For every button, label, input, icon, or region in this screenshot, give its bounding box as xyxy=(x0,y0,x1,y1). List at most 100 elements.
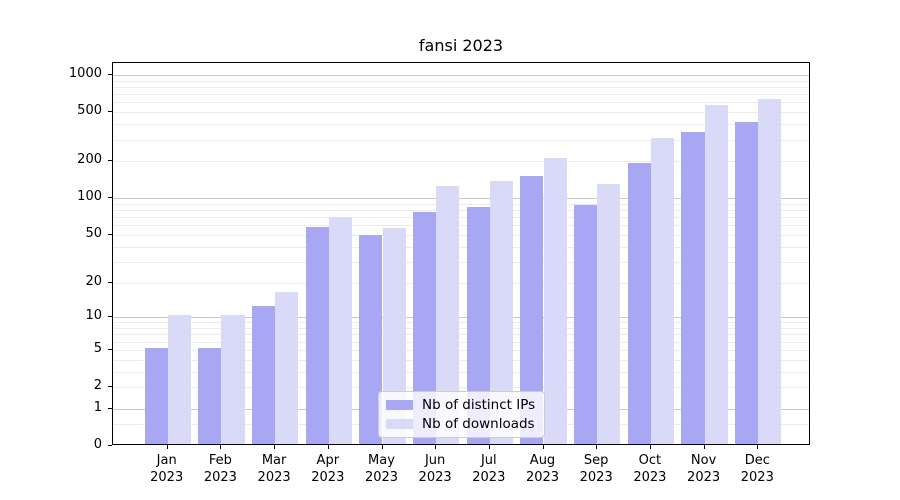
x-tick-label: Jun 2023 xyxy=(395,452,475,486)
x-tick-year: 2023 xyxy=(633,470,667,485)
y-tick-label: 200 xyxy=(77,152,102,168)
x-tick-month: Jul xyxy=(480,453,497,468)
x-tick-month: Aug xyxy=(529,453,556,468)
gridline-minor xyxy=(113,387,809,388)
x-tick-month: Mar xyxy=(261,453,287,468)
gridline-minor xyxy=(113,124,809,126)
gridline-minor xyxy=(113,282,809,284)
legend-row: Nb of distinct IPs xyxy=(386,397,536,413)
bar-downloads xyxy=(650,137,675,444)
x-tick-mark xyxy=(274,445,276,449)
legend-color-patch xyxy=(386,419,413,429)
bar-distinct-ips xyxy=(574,204,598,444)
x-tick-label: Jan 2023 xyxy=(127,452,207,486)
y-tick-label: 1000 xyxy=(68,66,102,81)
x-tick-mark xyxy=(649,445,651,449)
x-tick-month: Apr xyxy=(316,453,340,468)
gridline-major xyxy=(113,317,809,319)
bar-downloads xyxy=(221,315,245,444)
bar-downloads xyxy=(382,227,406,444)
x-tick-month: Oct xyxy=(638,453,662,468)
bar-downloads xyxy=(597,183,621,444)
bar-downloads xyxy=(758,99,782,444)
gridline-minor xyxy=(113,371,809,373)
x-tick-year: 2023 xyxy=(472,470,506,485)
x-tick-mark xyxy=(596,445,598,449)
x-tick-mark xyxy=(381,445,383,449)
x-tick-label: Nov 2023 xyxy=(664,452,744,486)
x-tick-month: Dec xyxy=(744,453,770,468)
x-tick-year: 2023 xyxy=(257,470,291,485)
x-tick-year: 2023 xyxy=(687,470,721,485)
x-tick-mark xyxy=(220,445,222,449)
bar-distinct-ips xyxy=(144,347,168,444)
x-tick-year: 2023 xyxy=(364,470,399,485)
gridline-major xyxy=(113,75,809,76)
y-tick-mark xyxy=(108,111,112,113)
gridline-minor xyxy=(113,261,809,263)
bar-distinct-ips xyxy=(627,163,651,444)
gridline-minor xyxy=(113,328,809,329)
x-tick-month: Jan xyxy=(156,453,177,468)
bar-distinct-ips xyxy=(359,235,383,444)
gridline-minor xyxy=(113,161,809,163)
gridline-minor xyxy=(113,112,809,114)
y-tick-label: 100 xyxy=(77,189,102,205)
bar-downloads xyxy=(275,291,299,444)
y-tick-mark xyxy=(108,281,112,283)
legend-color-patch xyxy=(386,400,413,410)
bar-distinct-ips xyxy=(198,347,222,444)
x-tick-year: 2023 xyxy=(418,470,452,485)
y-tick-mark xyxy=(108,160,112,162)
x-tick-year: 2023 xyxy=(525,470,560,485)
y-tick-mark xyxy=(108,197,112,199)
chart-title: fansi 2023 xyxy=(418,36,504,55)
bar-distinct-ips xyxy=(681,132,705,444)
legend-label: Nb of distinct IPs xyxy=(422,397,536,413)
bar-distinct-ips xyxy=(466,206,490,444)
y-tick-label: 10 xyxy=(85,308,102,324)
y-tick-label: 20 xyxy=(85,273,102,289)
bar-distinct-ips xyxy=(735,122,759,444)
bar-distinct-ips xyxy=(305,226,329,444)
legend-label: Nb of downloads xyxy=(422,416,535,432)
y-tick-label: 500 xyxy=(77,103,102,119)
gridline-minor xyxy=(113,225,809,227)
gridline-minor xyxy=(113,102,809,104)
x-tick-month: Nov xyxy=(690,453,717,468)
gridline-minor xyxy=(113,139,809,141)
y-tick-label: 5 xyxy=(93,340,102,356)
y-tick-mark xyxy=(108,233,112,235)
bar-distinct-ips xyxy=(520,175,544,444)
x-tick-year: 2023 xyxy=(203,470,237,485)
x-tick-label: Feb 2023 xyxy=(180,452,260,486)
x-tick-mark xyxy=(757,445,759,449)
gridline-minor xyxy=(113,86,809,88)
x-tick-year: 2023 xyxy=(150,470,184,485)
x-tick-month: Sep xyxy=(583,453,609,468)
gridline-minor xyxy=(113,246,809,248)
x-tick-label: Dec 2023 xyxy=(717,452,797,486)
x-tick-year: 2023 xyxy=(311,470,345,485)
bar-downloads xyxy=(704,105,728,444)
gridline-minor xyxy=(113,349,809,351)
x-tick-label: Oct 2023 xyxy=(610,452,690,486)
gridline-minor xyxy=(113,234,809,236)
x-tick-label: Aug 2023 xyxy=(503,452,583,486)
x-tick-month: May xyxy=(368,453,395,468)
bar-distinct-ips xyxy=(412,212,437,444)
gridline-minor xyxy=(113,341,809,343)
x-tick-label: Mar 2023 xyxy=(234,452,314,486)
y-tick-label: 2 xyxy=(93,378,102,393)
x-tick-mark xyxy=(488,445,490,449)
gridline-minor xyxy=(113,322,809,324)
x-tick-month: Jun xyxy=(424,453,446,468)
x-tick-mark xyxy=(703,445,705,449)
y-tick-mark xyxy=(108,407,112,409)
x-tick-mark xyxy=(327,445,329,449)
gridline-minor xyxy=(113,94,809,96)
gridline-major xyxy=(113,198,809,200)
gridline-minor xyxy=(113,203,809,205)
gridline-minor xyxy=(113,359,809,361)
